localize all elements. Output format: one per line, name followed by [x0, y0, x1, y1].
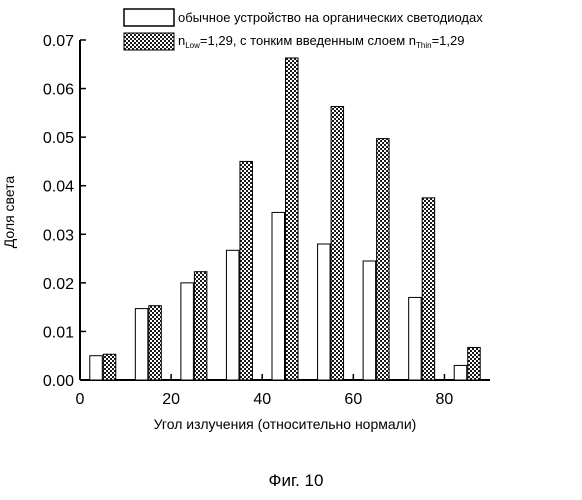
y-tick-label: 0.00	[43, 373, 74, 390]
y-tick-label: 0.07	[43, 33, 74, 50]
bar-thin-layer	[103, 354, 116, 380]
bar-conventional	[226, 250, 239, 380]
y-tick-label: 0.05	[43, 130, 74, 147]
x-tick-label: 80	[436, 391, 454, 408]
legend-entry-2: nLow=1,29, с тонким введенным слоем nThi…	[178, 33, 464, 50]
x-tick-label: 0	[76, 391, 85, 408]
bar-thin-layer	[377, 139, 390, 380]
legend-entry-1: обычное устройство на органических свето…	[178, 10, 483, 25]
bar-thin-layer	[422, 198, 435, 380]
bar-conventional	[272, 212, 285, 380]
bar-conventional	[409, 297, 422, 380]
bar-thin-layer	[286, 58, 299, 380]
bar-conventional	[454, 365, 467, 380]
y-tick-label: 0.03	[43, 227, 74, 244]
bar-thin-layer	[468, 347, 481, 380]
legend-swatch-white	[124, 9, 174, 26]
x-tick-label: 20	[162, 391, 180, 408]
y-tick-label: 0.06	[43, 82, 74, 99]
legend: обычное устройство на органических свето…	[124, 9, 483, 50]
bar-thin-layer	[240, 161, 253, 380]
bar-conventional	[318, 244, 331, 380]
x-tick-label: 40	[253, 391, 271, 408]
y-axis-title: Доля света	[1, 176, 17, 249]
bar-thin-layer	[194, 272, 207, 380]
bar-thin-layer	[149, 306, 162, 380]
bar-conventional	[135, 309, 148, 380]
bar-conventional	[90, 356, 103, 380]
figure-caption: Фиг. 10	[269, 471, 324, 490]
bars	[90, 58, 480, 380]
bar-conventional	[181, 283, 194, 380]
bar-conventional	[363, 261, 376, 380]
y-tick-label: 0.04	[43, 179, 74, 196]
legend-swatch-hatched	[124, 33, 174, 50]
bar-thin-layer	[331, 107, 344, 380]
x-tick-label: 60	[344, 391, 362, 408]
y-tick-label: 0.02	[43, 276, 74, 293]
x-axis-title: Угол излучения (относительно нормали)	[154, 416, 417, 432]
y-tick-label: 0.01	[43, 324, 74, 341]
